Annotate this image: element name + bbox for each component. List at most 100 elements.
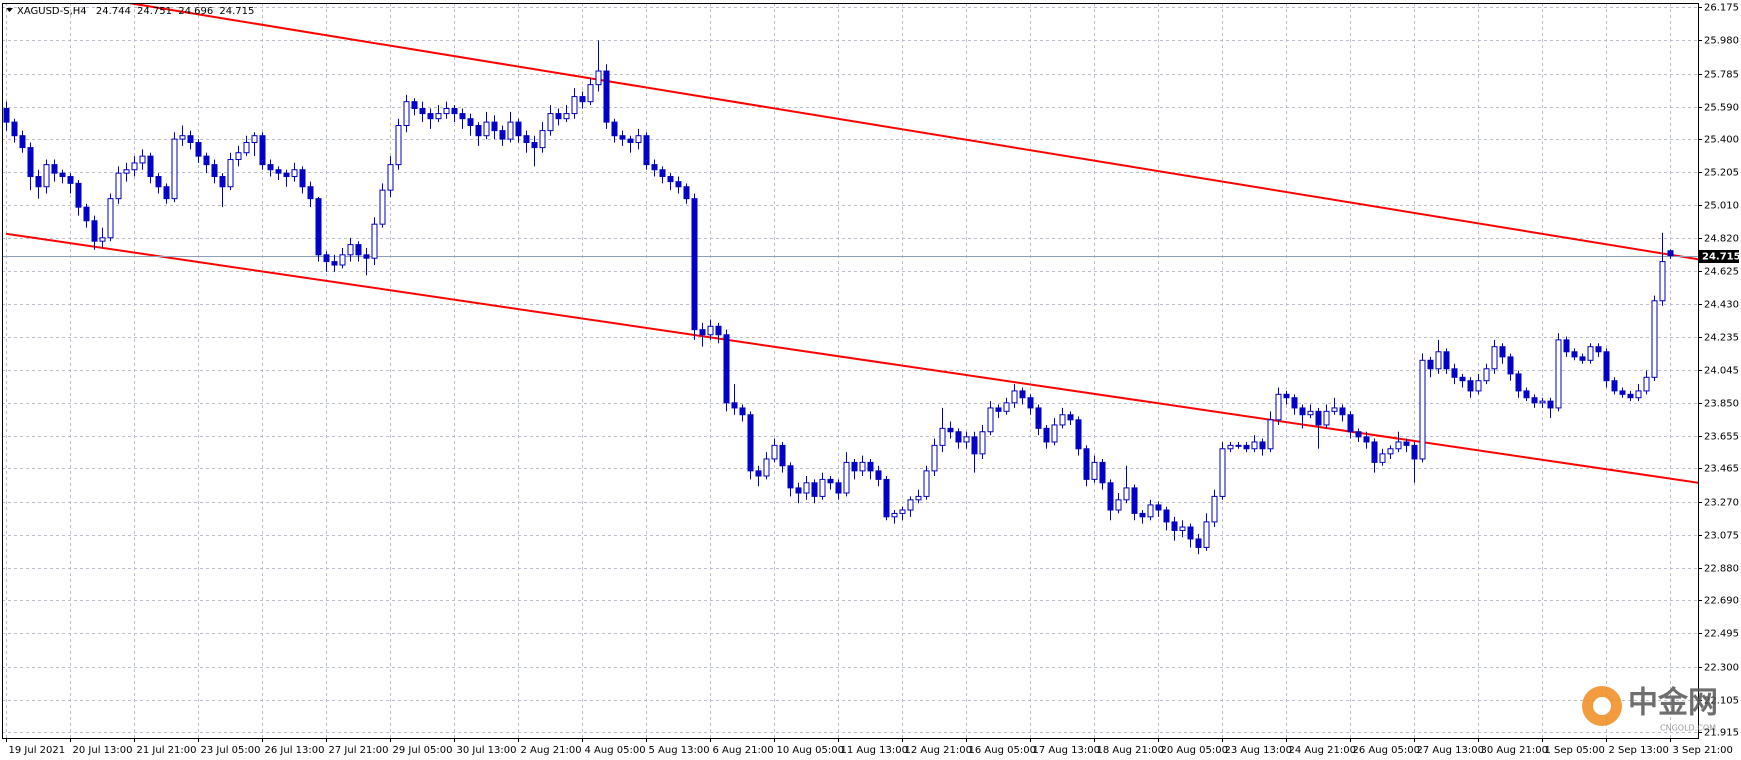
candle-body: [1195, 538, 1202, 548]
candle-body: [299, 169, 306, 188]
x-tick-label: 27 Aug 13:00: [1417, 745, 1484, 756]
candle-body: [843, 461, 850, 494]
candle-body: [203, 155, 210, 166]
candle-body: [851, 461, 858, 472]
candle-body: [1419, 359, 1426, 460]
candle-body: [1003, 402, 1010, 412]
candle-body: [1443, 351, 1450, 370]
candle-body: [1531, 397, 1538, 404]
candle-body: [1347, 414, 1354, 433]
candle-body: [1427, 359, 1434, 370]
candle-body: [707, 325, 714, 336]
candle-body: [683, 186, 690, 200]
candle-body: [979, 431, 986, 455]
y-tick-label: 24.625: [1704, 267, 1739, 278]
x-tick-label: 11 Aug 13:00: [841, 745, 908, 756]
header: XAGUSD-S,H4 24.744 24.751 24.696 24.715: [17, 6, 254, 17]
candle-body: [1571, 351, 1578, 358]
candle-body: [467, 118, 474, 126]
y-tick-label: 24.045: [1704, 366, 1739, 377]
y-tick-label: 25.785: [1704, 70, 1739, 81]
candle-body: [587, 84, 594, 103]
x-tick-label: 23 Aug 13:00: [1225, 745, 1292, 756]
candle-body: [627, 138, 634, 144]
candle-body: [619, 135, 626, 140]
x-tick-label: 2 Sep 13:00: [1609, 745, 1669, 756]
trendline: [122, 3, 1698, 261]
y-tick-label: 25.400: [1704, 135, 1739, 146]
candle-body: [779, 444, 786, 467]
candle-body: [1051, 424, 1058, 443]
candle-body: [1291, 397, 1298, 409]
x-tick-label: 26 Jul 13:00: [265, 745, 325, 756]
candle-body: [107, 198, 114, 239]
candle-body: [635, 135, 642, 144]
candle-body: [379, 189, 386, 225]
candle-body: [1107, 482, 1114, 511]
candle-body: [883, 478, 890, 518]
candle-body: [987, 407, 994, 433]
candle-body: [723, 334, 730, 404]
candle-body: [291, 169, 298, 178]
candle-body: [1251, 441, 1258, 450]
candle-body: [1363, 436, 1370, 443]
candle-body: [363, 254, 370, 259]
header-high: 24.751: [137, 6, 172, 17]
watermark: 中金网 CNGOLD.COM: [1582, 686, 1718, 733]
candle-body: [643, 135, 650, 166]
y-tick-label: 24.235: [1704, 333, 1739, 344]
candle-body: [939, 427, 946, 446]
x-tick-label: 3 Sep 21:00: [1673, 745, 1733, 756]
candle-body: [283, 172, 290, 178]
candle-body: [75, 182, 82, 208]
candle-body: [347, 244, 354, 256]
candle-body: [891, 512, 898, 518]
candle-body: [787, 465, 794, 489]
candle-body: [147, 155, 154, 178]
x-tick-label: 5 Aug 13:00: [649, 745, 710, 756]
x-tick-label: 6 Aug 21:00: [713, 745, 774, 756]
candle-body: [123, 169, 130, 174]
candle-body: [859, 461, 866, 472]
candle-body: [1651, 300, 1658, 378]
candle-body: [955, 431, 962, 443]
candle-body: [755, 470, 762, 477]
candle-body: [1667, 250, 1674, 257]
candle-body: [1555, 339, 1562, 409]
y-tick-label: 25.590: [1704, 103, 1739, 114]
candle-body: [387, 164, 394, 191]
candle-body: [1547, 400, 1554, 409]
x-tick-label: 26 Aug 05:00: [1353, 745, 1420, 756]
y-tick-label: 21.915: [1704, 728, 1739, 739]
candle-body: [827, 478, 834, 484]
x-tick-label: 24 Aug 21:00: [1289, 745, 1356, 756]
candle-body: [547, 113, 554, 132]
y-tick-label: 22.880: [1704, 564, 1739, 575]
candle-body: [459, 113, 466, 120]
y-tick-label: 25.205: [1704, 168, 1739, 179]
candle-body: [811, 482, 818, 497]
axis-layer: 26.175 25.980 25.785 25.590 25.400 25.205 25.0…: [6, 3, 1741, 756]
candle-body: [1227, 444, 1234, 450]
y-tick-label: 25.980: [1704, 36, 1739, 47]
candle-body: [1627, 393, 1634, 399]
candle-body: [1219, 448, 1226, 497]
candle-body: [515, 121, 522, 137]
candle-body: [611, 121, 618, 137]
line-layer: [2, 3, 1698, 484]
y-tick-label: 25.010: [1704, 201, 1739, 212]
candle-body: [339, 254, 346, 266]
trendline: [5, 232, 1698, 484]
candle-body: [371, 223, 378, 259]
candle-body: [867, 461, 874, 472]
candle-body: [1147, 504, 1154, 518]
candle-body: [875, 470, 882, 480]
x-tick-label: 30 Jul 13:00: [457, 745, 517, 756]
candle-body: [403, 101, 410, 127]
candle-body: [731, 402, 738, 409]
candle-body: [1211, 495, 1218, 523]
candle-body: [331, 261, 338, 266]
candle-body: [819, 478, 826, 497]
candle-body: [691, 198, 698, 331]
